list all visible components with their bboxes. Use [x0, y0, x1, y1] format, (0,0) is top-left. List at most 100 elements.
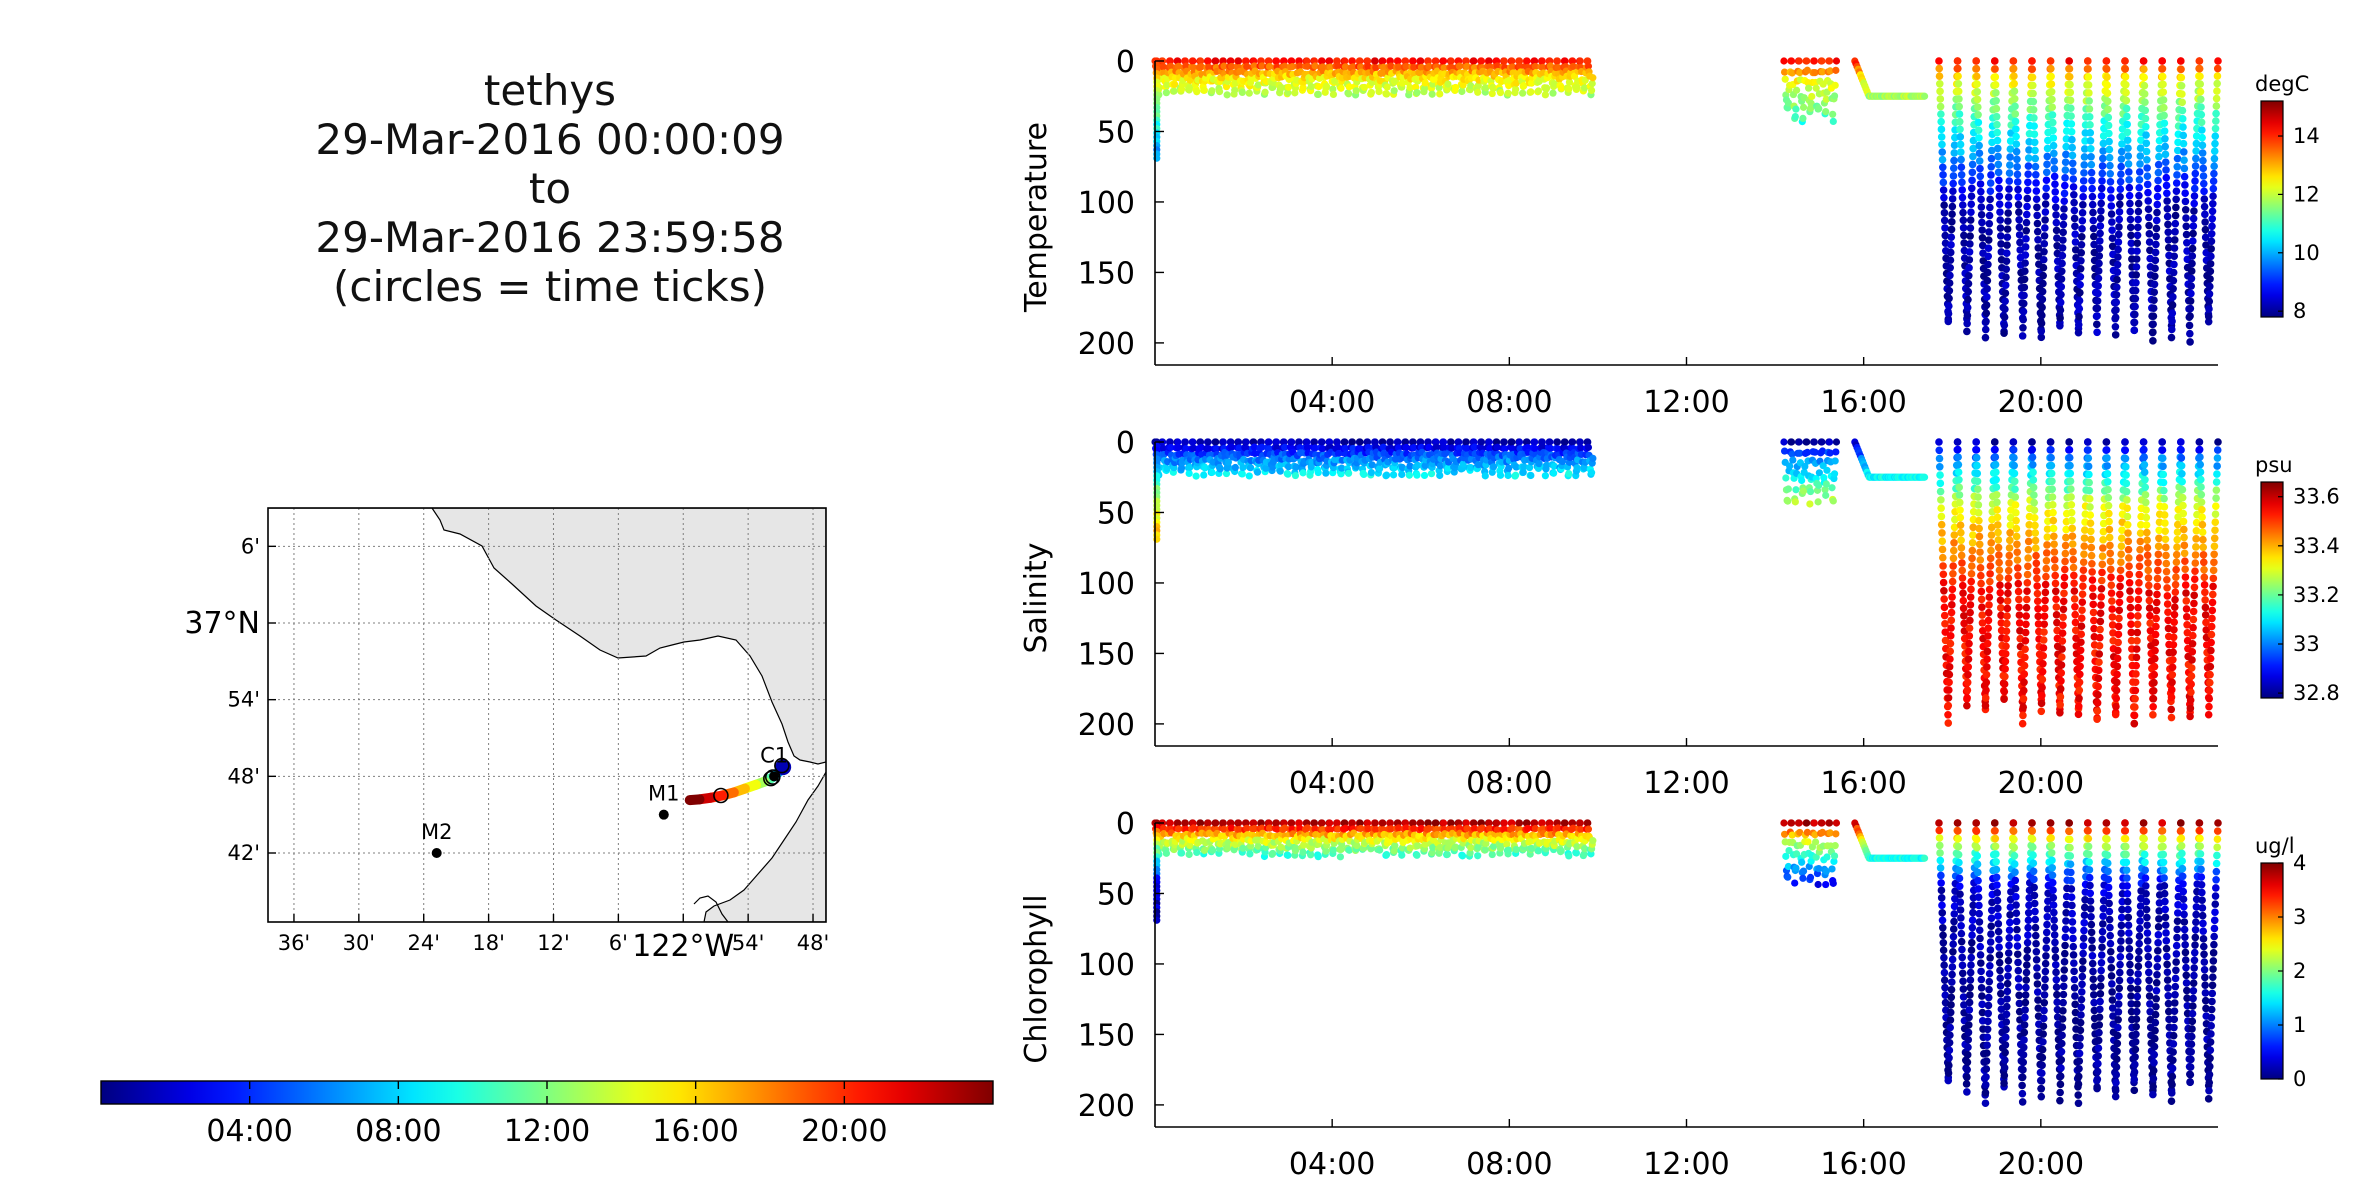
data-point — [2122, 104, 2131, 113]
data-point — [2213, 64, 2222, 73]
data-point — [2066, 477, 2075, 486]
data-point — [2206, 662, 2215, 671]
data-point — [2117, 162, 2125, 171]
data-point — [1482, 84, 1490, 92]
data-point — [1958, 961, 1967, 970]
data-point — [2022, 603, 2031, 612]
data-point — [1795, 57, 1803, 65]
data-point — [2020, 283, 2029, 292]
data-point — [1193, 848, 1201, 857]
data-point — [1993, 513, 2002, 522]
data-point — [2060, 197, 2069, 205]
data-point — [2059, 236, 2067, 244]
data-point — [2114, 646, 2122, 655]
data-point — [2212, 478, 2221, 486]
data-point — [1443, 850, 1451, 859]
data-point — [1531, 62, 1539, 71]
data-point — [1920, 854, 1929, 862]
data-point — [1196, 438, 1205, 446]
title-start-time: 29-Mar-2016 00:00:09 — [315, 115, 785, 164]
data-point — [2173, 171, 2181, 179]
data-point — [1972, 827, 1981, 836]
data-point — [1822, 95, 1830, 103]
data-point — [1936, 102, 1945, 111]
data-point — [2183, 621, 2191, 629]
data-point — [2210, 550, 2218, 559]
data-point — [2078, 606, 2086, 615]
data-point — [1975, 532, 1984, 541]
data-point — [1527, 471, 1535, 480]
data-point — [1197, 443, 1205, 452]
data-point — [2179, 517, 2188, 526]
data-point — [2190, 199, 2198, 208]
data-point — [1584, 819, 1592, 827]
data-point — [1186, 463, 1194, 471]
data-point — [1565, 78, 1574, 86]
data-point — [2056, 685, 2065, 693]
data-point — [2086, 503, 2094, 511]
data-point — [2142, 147, 2151, 156]
data-point — [1948, 577, 1957, 586]
data-point — [1163, 465, 1171, 473]
data-point — [1958, 574, 1967, 582]
data-point — [1281, 443, 1289, 451]
data-point — [2071, 610, 2079, 619]
data-point — [1333, 438, 1341, 446]
data-point — [2085, 470, 2093, 479]
data-point — [1573, 843, 1581, 851]
data-point — [1938, 916, 1947, 925]
data-point — [1319, 445, 1327, 453]
data-point — [1784, 873, 1792, 881]
data-point — [2103, 97, 2112, 106]
data-point — [1935, 64, 1944, 73]
data-point — [2186, 704, 2195, 713]
data-point — [2163, 205, 2172, 213]
data-point — [1965, 998, 1974, 1007]
data-point — [2053, 618, 2061, 627]
data-point — [1546, 824, 1555, 832]
data-point — [1966, 976, 1975, 984]
data-point — [1425, 824, 1433, 833]
data-point — [2201, 233, 2210, 242]
data-point — [1515, 438, 1524, 446]
data-point — [1204, 438, 1212, 446]
data-point — [2168, 301, 2177, 309]
data-point — [1581, 845, 1589, 853]
data-point — [2173, 162, 2182, 171]
data-point — [1224, 458, 1232, 466]
colorbar-units: psu — [2255, 453, 2293, 477]
data-point — [2011, 485, 2019, 494]
data-point — [1964, 1036, 1973, 1044]
data-point — [1964, 1028, 1973, 1037]
data-point — [1815, 105, 1823, 113]
data-point — [1826, 449, 1834, 457]
data-point — [2067, 112, 2075, 120]
data-point — [2049, 524, 2058, 533]
data-point — [1558, 84, 1566, 92]
data-point — [1553, 438, 1562, 446]
data-point — [2113, 654, 2122, 663]
data-point — [2204, 317, 2213, 326]
data-point — [1246, 79, 1255, 87]
data-point — [1830, 852, 1839, 860]
data-point — [2188, 648, 2197, 656]
data-point — [2074, 328, 2083, 337]
data-point — [1987, 154, 1996, 163]
data-point — [1941, 224, 1949, 232]
data-point — [1996, 216, 2005, 224]
data-point — [1383, 83, 1391, 91]
data-point — [2084, 454, 2093, 463]
data-point — [1966, 968, 1975, 977]
data-point — [1462, 57, 1470, 65]
data-point — [2019, 323, 2027, 332]
data-point — [1957, 170, 1966, 179]
data-point — [2208, 598, 2217, 607]
data-point — [2009, 446, 2018, 454]
data-point — [2009, 64, 2018, 73]
data-point — [2068, 516, 2076, 525]
data-point — [2005, 177, 2014, 185]
data-point — [1973, 80, 1981, 88]
data-point — [2179, 509, 2188, 518]
data-point — [1500, 819, 1508, 827]
data-point — [2208, 214, 2217, 223]
